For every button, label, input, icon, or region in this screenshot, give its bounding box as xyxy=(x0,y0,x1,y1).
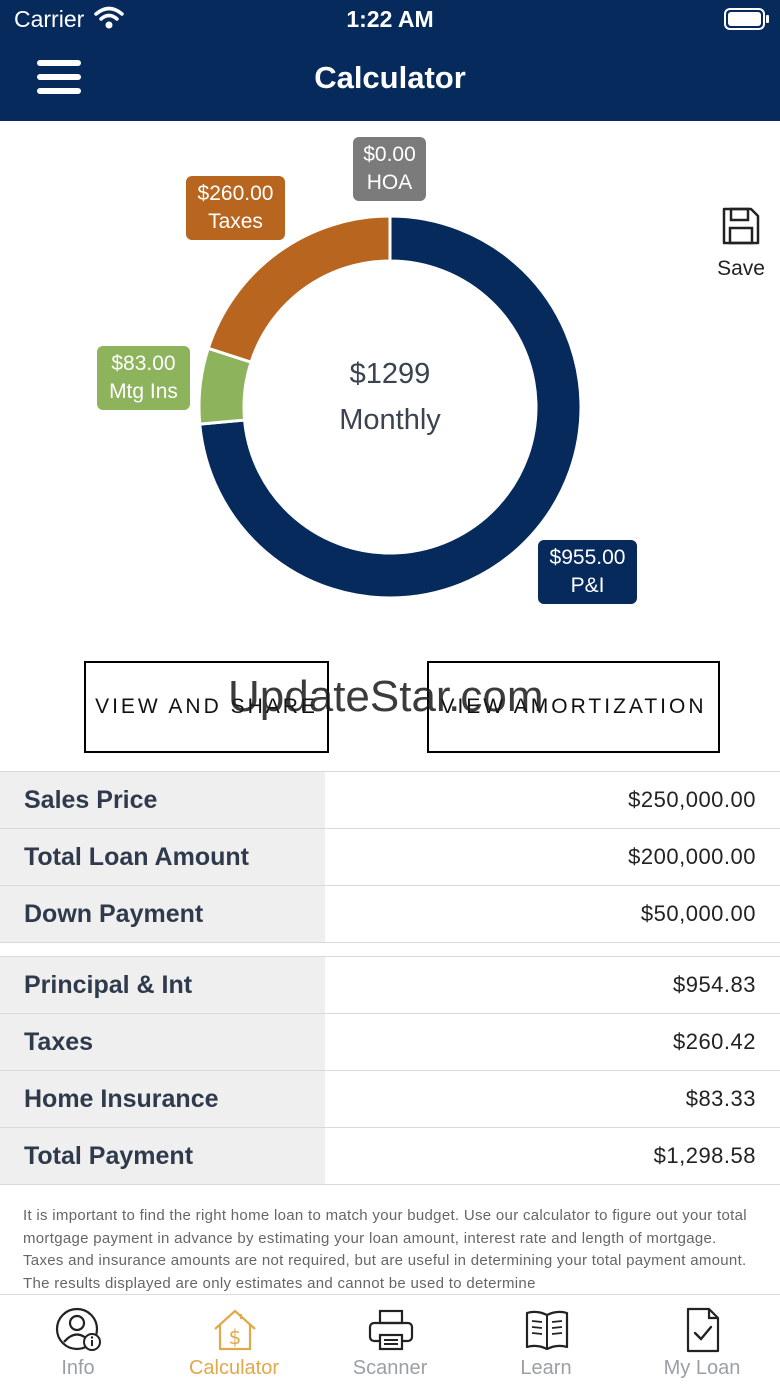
hoa-label: $0.00 HOA xyxy=(353,137,426,201)
row-value: $50,000.00 xyxy=(640,901,756,926)
tab-label: Learn xyxy=(520,1357,572,1379)
row-label: Total Loan Amount xyxy=(0,829,325,885)
save-button[interactable]: Save xyxy=(706,206,776,281)
row-value: $83.33 xyxy=(685,1086,756,1111)
mtg-ins-name: Mtg Ins xyxy=(109,380,178,403)
house-dollar-icon: $ xyxy=(214,1309,256,1351)
document-check-icon xyxy=(686,1307,720,1353)
loan-table: Sales Price $250,000.00 Total Loan Amoun… xyxy=(0,771,780,943)
tab-label: My Loan xyxy=(663,1357,741,1379)
top-bar: Carrier 1:22 AM Calculator xyxy=(0,0,780,121)
pi-name: P&I xyxy=(570,574,605,597)
taxes-amount: $260.00 xyxy=(197,182,274,205)
table-row[interactable]: Sales Price $250,000.00 xyxy=(0,772,780,829)
open-book-icon xyxy=(525,1310,569,1351)
tab-info[interactable]: Info xyxy=(0,1295,156,1388)
printer-icon xyxy=(368,1309,414,1351)
row-label: Taxes xyxy=(0,1014,325,1070)
table-row[interactable]: Home Insurance $83.33 xyxy=(0,1071,780,1128)
page-title: Calculator xyxy=(314,60,466,95)
tab-learn[interactable]: Learn xyxy=(468,1295,624,1388)
floppy-disk-icon xyxy=(722,207,760,245)
row-value: $260.42 xyxy=(672,1029,756,1054)
tab-my-loan[interactable]: My Loan xyxy=(624,1295,780,1388)
mtg-ins-amount: $83.00 xyxy=(111,352,176,375)
row-label: Home Insurance xyxy=(0,1071,325,1127)
view-and-share-button[interactable]: VIEW AND SHARE xyxy=(84,661,329,753)
row-label: Sales Price xyxy=(0,772,325,828)
table-row[interactable]: Total Loan Amount $200,000.00 xyxy=(0,829,780,886)
status-carrier: Carrier xyxy=(14,6,85,32)
svg-text:$: $ xyxy=(229,1325,242,1349)
payment-table: Principal & Int $954.83 Taxes $260.42 Ho… xyxy=(0,956,780,1185)
hoa-name: HOA xyxy=(366,171,413,194)
taxes-name: Taxes xyxy=(208,210,263,233)
user-info-icon xyxy=(55,1307,101,1351)
tab-bar: Info $ Calculator Scanner xyxy=(0,1294,780,1388)
monthly-label: Monthly xyxy=(339,404,441,436)
row-label: Total Payment xyxy=(0,1128,325,1184)
row-value: $1,298.58 xyxy=(653,1143,756,1168)
monthly-amount: $1299 xyxy=(349,358,431,390)
pi-label: $955.00 P&I xyxy=(538,540,637,604)
row-label: Principal & Int xyxy=(0,957,325,1013)
tab-label: Calculator xyxy=(188,1357,280,1379)
table-row[interactable]: Down Payment $50,000.00 xyxy=(0,886,780,943)
tab-label: Scanner xyxy=(352,1357,428,1379)
hamburger-menu-icon[interactable] xyxy=(37,60,81,96)
save-label: Save xyxy=(717,257,765,280)
tab-label: Info xyxy=(61,1357,95,1379)
status-time: 1:22 AM xyxy=(346,6,434,32)
tab-calculator[interactable]: $ Calculator xyxy=(156,1295,312,1388)
hoa-amount: $0.00 xyxy=(363,143,416,166)
donut-slice-p-i xyxy=(198,214,583,600)
tab-scanner[interactable]: Scanner xyxy=(312,1295,468,1388)
battery-icon xyxy=(724,8,769,30)
row-label: Down Payment xyxy=(0,886,325,942)
row-value: $250,000.00 xyxy=(628,787,756,812)
row-value: $200,000.00 xyxy=(628,844,756,869)
payment-donut-chart xyxy=(197,214,583,600)
disclaimer-text: It is important to find the right home l… xyxy=(23,1207,747,1292)
taxes-label: $260.00 Taxes xyxy=(186,176,285,240)
view-amortization-button[interactable]: VIEW AMORTIZATION xyxy=(427,661,720,753)
mtg-ins-label: $83.00 Mtg Ins xyxy=(97,346,190,410)
wifi-icon xyxy=(94,6,124,29)
row-value: $954.83 xyxy=(672,972,756,997)
table-row[interactable]: Total Payment $1,298.58 xyxy=(0,1128,780,1185)
table-row[interactable]: Taxes $260.42 xyxy=(0,1014,780,1071)
table-row[interactable]: Principal & Int $954.83 xyxy=(0,957,780,1014)
pi-amount: $955.00 xyxy=(549,546,626,569)
donut-slice-taxes xyxy=(206,214,392,365)
